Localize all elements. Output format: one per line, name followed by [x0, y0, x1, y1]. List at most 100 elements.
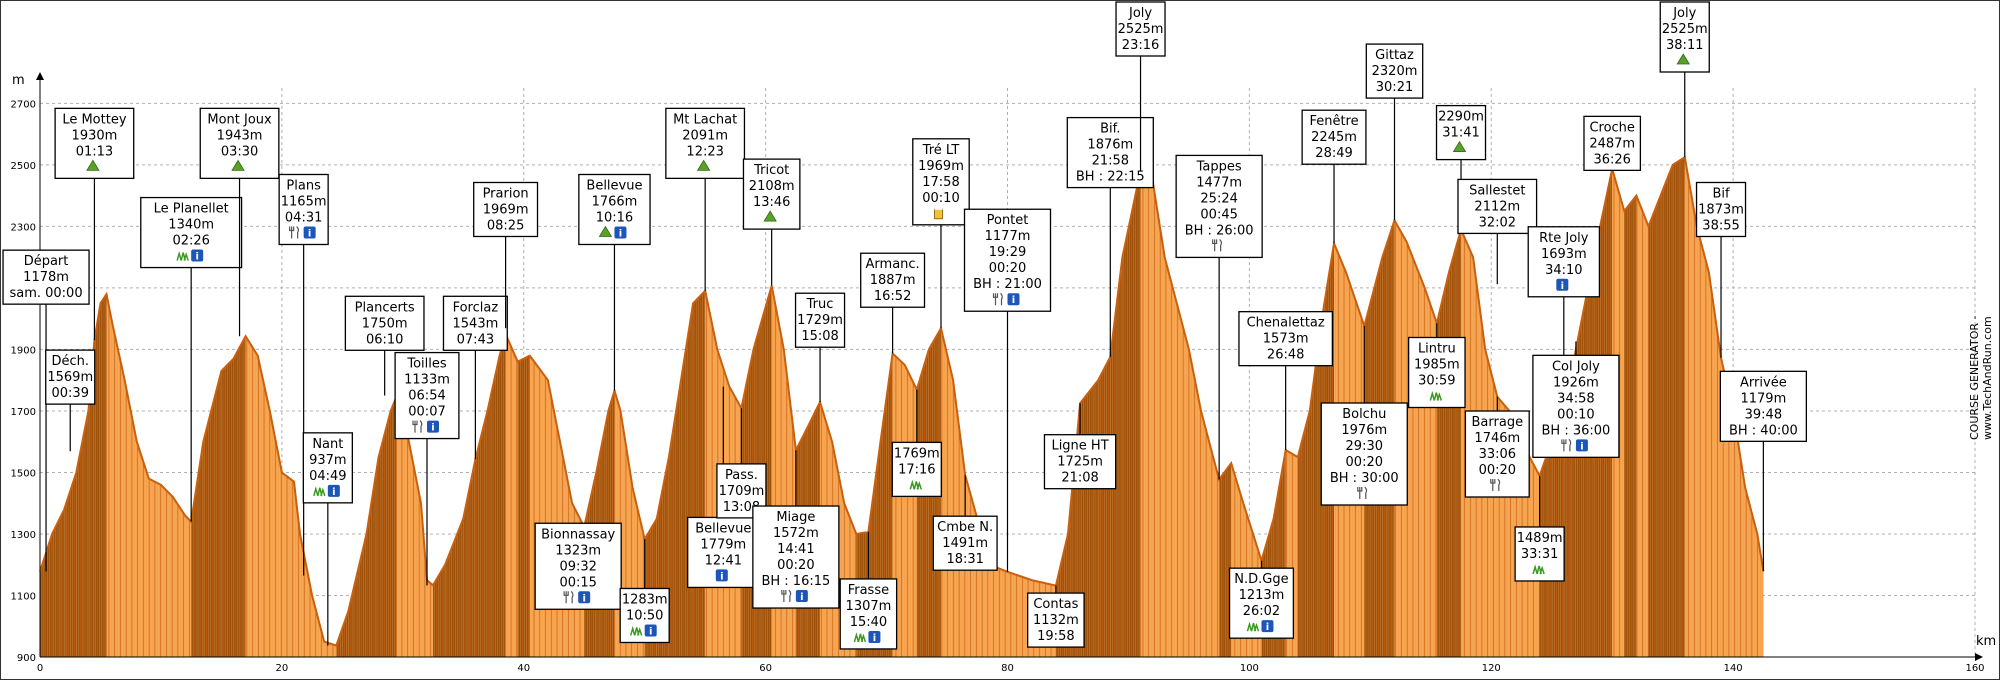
waypoint-label-line: Tré LT: [922, 143, 960, 158]
waypoint-label-line: Armanc.: [866, 257, 920, 272]
waypoint-box: [839, 578, 898, 650]
waypoint-label-line: 1340m: [168, 218, 214, 233]
waypoint-label-line: 1213m: [1239, 588, 1285, 603]
water-icon: [1532, 564, 1545, 575]
waypoint-label-line: 38:11: [1666, 38, 1703, 53]
info-icon: i: [1007, 293, 1020, 306]
waypoint-label-line: BH : 26:00: [1185, 223, 1254, 238]
waypoint-label-line: Croche: [1589, 120, 1634, 135]
profile-segment: [1696, 157, 1709, 657]
info-icon: i: [715, 569, 728, 582]
profile-segment: [475, 157, 488, 657]
waypoint-box: [1301, 109, 1367, 165]
waypoint-label-line: 39:48: [1745, 407, 1782, 422]
waypoint-label-line: Rte Joly: [1539, 231, 1589, 246]
water-icon-shape: [313, 486, 326, 497]
profile-segment: [1007, 157, 1032, 657]
summit-icon-shape: [231, 159, 245, 171]
waypoint-label-line: 2245m: [1311, 130, 1357, 145]
profile-segment: [1140, 157, 1153, 657]
food-icon: [1212, 238, 1223, 252]
profile-segment: [1346, 157, 1365, 657]
waypoint-label-line: 00:07: [408, 405, 445, 420]
waypoint-label-line: 00:15: [559, 575, 596, 590]
waypoint-label-line: 33:06: [1479, 447, 1516, 462]
info-icon-glyph: i: [873, 633, 876, 644]
summit-icon: [1452, 140, 1467, 152]
waypoint-label-line: Lintru: [1418, 342, 1456, 357]
waypoint-label-line: Plans: [286, 178, 321, 193]
profile-segment: [614, 157, 621, 657]
beer-icon-shape: [934, 208, 943, 220]
info-icon-glyph: i: [649, 626, 652, 637]
x-tick-label: 140: [1724, 663, 1743, 674]
waypoint-label-line: Fenêtre: [1309, 114, 1358, 129]
info-icon-glyph: i: [431, 423, 434, 434]
waypoint-label-line: 04:31: [285, 210, 322, 225]
waypoint-label-line: 00:20: [1346, 455, 1383, 470]
waypoint-label-line: Col Joly: [1552, 359, 1600, 374]
summit-icon-shape: [1452, 140, 1467, 152]
waypoint-label-line: Sallestet: [1469, 183, 1525, 198]
food-icon-shape: [289, 226, 300, 239]
food-icon: [1561, 438, 1572, 452]
waypoint-label-line: 1976m: [1341, 423, 1387, 438]
y-tick-label: 2500: [11, 161, 36, 172]
summit-icon: [696, 159, 711, 171]
waypoint-box: [1407, 336, 1466, 409]
waypoint-label-line: 00:10: [1557, 407, 1594, 422]
info-icon: i: [303, 226, 316, 239]
summit-icon: [598, 225, 613, 237]
food-icon: [289, 226, 300, 239]
waypoint-label-line: 17:16: [898, 462, 935, 477]
waypoint-label-line: Tricot: [753, 163, 789, 178]
waypoint-label-line: 08:25: [487, 218, 524, 233]
waypoint-label-line: 1729m: [797, 313, 843, 328]
summit-icon: [763, 210, 777, 222]
info-icon-bg: [1556, 278, 1569, 291]
waypoint-label-line: Le Mottey: [62, 112, 127, 127]
waypoint-label-line: 2320m: [1372, 64, 1418, 79]
summit-icon: [86, 159, 100, 171]
y-axis-title: m: [12, 73, 25, 88]
profile-segment: [977, 157, 990, 657]
info-icon: i: [868, 630, 881, 644]
waypoint-label-line: 1766m: [592, 194, 638, 209]
waypoint-label-line: 1323m: [555, 543, 601, 558]
waypoint-label-line: 00:20: [989, 261, 1026, 276]
waypoint-label-line: Arrivée: [1740, 375, 1787, 390]
waypoint-label-line: 18:31: [946, 552, 983, 567]
info-icon-bg: [427, 420, 439, 433]
water-icon-shape: [176, 250, 189, 261]
profile-segment: [88, 157, 95, 657]
profile-segment: [632, 157, 645, 657]
waypoint-label-line: 30:21: [1376, 80, 1413, 95]
info-icon-glyph: i: [582, 593, 585, 604]
info-icon-glyph: i: [308, 228, 311, 239]
food-icon: [412, 420, 423, 433]
profile-segment: [1394, 157, 1407, 657]
waypoint-label-line: 29:30: [1346, 439, 1383, 454]
info-icon: i: [1575, 439, 1588, 452]
waypoint-label-line: Bif.: [1100, 122, 1120, 137]
y-tick-label: 2300: [11, 222, 36, 233]
waypoint-label-line: 19:58: [1037, 629, 1074, 644]
waypoint-label-line: 02:26: [172, 234, 209, 249]
info-icon-bg: [191, 249, 204, 262]
waypoint-label-line: 1283m: [622, 592, 668, 607]
waypoint-label-line: 34:10: [1545, 263, 1582, 278]
waypoint-label-line: BH : 40:00: [1729, 423, 1798, 438]
profile-segment: [1684, 157, 1697, 657]
waypoint-box: [1532, 354, 1620, 458]
waypoint-label-line: 2091m: [682, 128, 728, 143]
waypoint-label-line: Truc: [806, 297, 834, 312]
waypoint-label-line: 25:24: [1200, 191, 1237, 206]
waypoint-label-line: Pontet: [987, 213, 1029, 228]
